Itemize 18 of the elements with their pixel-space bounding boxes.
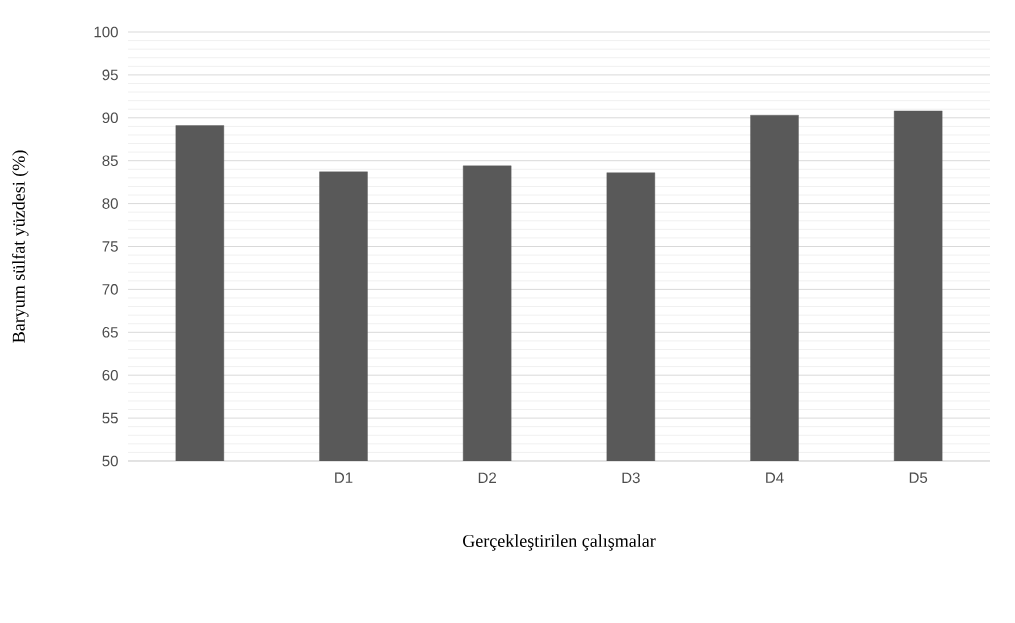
y-tick-label: 55 xyxy=(102,412,118,424)
y-tick-label: 75 xyxy=(102,241,118,252)
y-tick-label: 70 xyxy=(102,284,118,295)
y-tick-label: 50 xyxy=(102,455,118,467)
x-tick-label: D2 xyxy=(478,472,497,483)
y-axis-title: Baryum sülfat yüzdesi (%) xyxy=(11,150,29,343)
x-tick-label: D3 xyxy=(622,472,640,484)
y-tick-label: 95 xyxy=(102,69,118,81)
y-tick-label: 90 xyxy=(102,112,118,124)
y-tick-label: 60 xyxy=(102,369,118,381)
x-axis-title: Gerçekleştirilen çalışmalar xyxy=(463,534,656,551)
x-tick-label: D1 xyxy=(335,472,353,483)
y-tick-label: 65 xyxy=(102,326,118,338)
x-tick-label: D5 xyxy=(909,472,928,483)
y-tick-label: 80 xyxy=(102,198,118,209)
y-tick-label: 100 xyxy=(94,26,118,38)
y-tick-label: 85 xyxy=(102,155,118,166)
x-tick-label: D4 xyxy=(766,472,784,483)
